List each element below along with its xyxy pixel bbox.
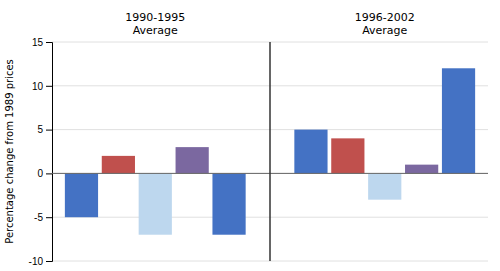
y-tick-label: -10 — [29, 256, 44, 267]
bar — [65, 173, 98, 217]
y-tick-label: 0 — [37, 168, 43, 179]
y-tick-mark — [46, 42, 52, 43]
y-tick-label: 5 — [37, 124, 43, 135]
divider — [269, 42, 271, 261]
y-tick-label: 10 — [32, 81, 44, 92]
bar — [331, 138, 364, 173]
bar — [139, 173, 172, 234]
y-tick: 15 — [32, 37, 52, 48]
group-title: 1996-2002Average — [355, 11, 415, 37]
y-tick: 10 — [32, 81, 52, 92]
y-tick-mark — [46, 130, 52, 131]
y-tick-mark — [46, 261, 52, 262]
bar — [442, 68, 475, 173]
y-tick-label: -5 — [34, 212, 43, 223]
y-tick: 5 — [37, 124, 52, 135]
y-tick-mark — [46, 217, 52, 218]
bar — [294, 130, 327, 174]
chart: -10 -5 0 5 10 15 1990-1995Average 1996-2002Aver… — [0, 0, 500, 271]
y-axis-line — [46, 43, 53, 262]
y-tick: 0 — [37, 168, 52, 179]
y-tick-label: 15 — [32, 37, 44, 48]
y-axis: -10 -5 0 5 10 15 — [29, 37, 53, 267]
y-tick: -10 — [29, 256, 52, 267]
bar — [212, 173, 245, 234]
grid — [52, 42, 488, 261]
y-axis-title: Percentage change from 1989 prices — [4, 59, 15, 244]
bar — [405, 165, 438, 174]
y-tick-mark — [46, 173, 52, 174]
bar — [368, 173, 401, 199]
bar — [176, 147, 209, 173]
plot: -10 -5 0 5 10 15 — [29, 37, 488, 267]
y-tick: -5 — [34, 212, 52, 223]
y-tick-mark — [46, 86, 52, 87]
group-title: 1990-1995Average — [125, 11, 185, 37]
bar — [102, 156, 135, 174]
